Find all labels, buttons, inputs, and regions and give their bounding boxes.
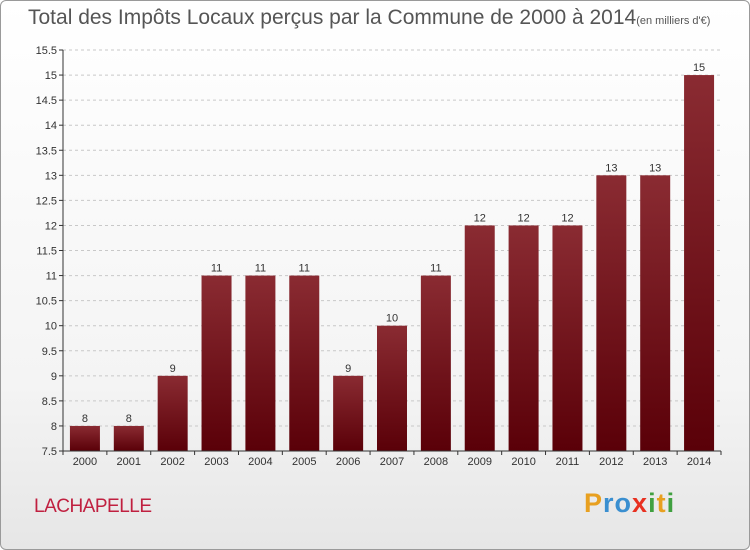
y-tick-label: 12.5 [36,195,57,207]
y-tick-label: 10 [45,321,57,333]
y-tick-label: 14.5 [36,95,57,107]
value-label: 11 [299,263,310,275]
y-tick-label: 14 [45,120,57,132]
logo-letter: x [632,488,649,518]
bar [289,275,320,451]
y-tick-label: 10.5 [36,296,57,308]
x-tick-label: 2009 [467,456,491,468]
value-label: 12 [517,212,529,224]
value-label: 13 [649,162,661,174]
value-label: 13 [605,162,617,174]
axes [59,49,722,455]
y-tick-label: 8.5 [42,396,57,408]
value-label: 15 [693,62,705,74]
value-label: 9 [345,363,351,375]
bar [245,275,276,451]
x-tick-label: 2001 [117,456,141,468]
y-tick-label: 15 [45,70,57,82]
bar [552,225,583,451]
x-tick-label: 2013 [643,456,667,468]
x-tick-label: 2008 [424,456,448,468]
y-tick-label: 11.5 [36,246,57,258]
value-label: 8 [126,413,132,425]
y-tick-label: 7.5 [42,446,57,458]
bar [596,175,627,451]
logo-letter: o [614,488,633,518]
x-tick-label: 2002 [160,456,184,468]
x-tick-label: 2004 [248,456,272,468]
x-tick-label: 2003 [204,456,228,468]
title-main: Total des Impôts Locaux perçus par la Co… [28,6,637,29]
x-tick-label: 2007 [380,456,404,468]
value-label: 11 [255,263,266,275]
logo-letter: t [656,488,667,518]
bar [508,225,539,451]
y-tick-label: 9.5 [42,346,57,358]
bar [69,425,100,451]
value-label: 11 [211,263,222,275]
x-tick-label: 2012 [599,456,623,468]
logo-letter: i [648,488,657,518]
logo-letter: r [603,488,615,518]
value-label: 11 [430,263,441,275]
x-tick-labels: 2000 2001 2002 2003 2004 2005 2006 2007 2008 2009… [73,456,712,468]
commune-name: LACHAPELLE [34,496,152,517]
x-tick-label: 2010 [511,456,535,468]
bar [377,325,407,451]
value-label: 12 [474,212,486,224]
bar [333,375,364,451]
value-labels: 8 8 9 11 11 11 9 10 11 12 12 12 13 13 15 [82,62,705,425]
logo-letter: i [666,488,676,518]
bars [69,75,715,451]
value-label: 10 [386,313,398,325]
bar [201,275,232,451]
y-tick-label: 8 [51,421,57,433]
y-tick-label: 11 [46,271,57,283]
y-tick-label: 12 [45,220,57,232]
x-tick-label: 2000 [73,456,97,468]
value-label: 8 [82,413,88,425]
logo-letter: P [584,488,604,518]
y-tick-labels: 7.5 8 8.5 9 9.5 10 10.5 11 11.5 12 12.5 13 13.5 14 14.… [36,45,57,458]
y-tick-label: 13 [45,170,57,182]
y-tick-label: 15.5 [36,45,57,57]
bar [420,275,451,451]
value-label: 9 [170,363,176,375]
x-tick-label: 2006 [336,456,360,468]
bar [157,375,188,451]
y-tick-label: 9 [51,371,57,383]
bar [113,425,144,451]
y-tick-label: 13.5 [36,145,57,157]
bar [464,225,495,451]
title-unit: (en milliers d'€) [636,15,711,27]
x-tick-label: 2014 [687,456,711,468]
bar [640,175,671,451]
bar [684,75,715,451]
x-tick-label: 2005 [292,456,316,468]
x-tick-label: 2011 [556,456,580,468]
proxiti-logo: Proxiti [584,488,675,519]
chart-title: Total des Impôts Locaux perçus par la Co… [28,6,710,30]
value-label: 12 [561,212,573,224]
